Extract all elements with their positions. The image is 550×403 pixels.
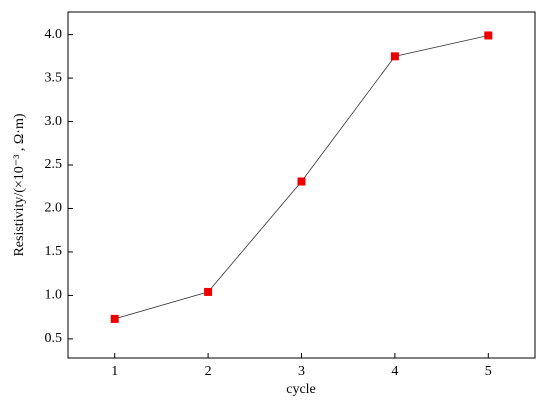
y-tick-label: 1.5 <box>45 244 63 259</box>
data-point <box>204 287 213 296</box>
data-point <box>390 52 399 61</box>
x-tick-label: 2 <box>205 364 212 379</box>
y-tick-label: 0.5 <box>45 331 63 346</box>
x-tick-label: 5 <box>485 364 492 379</box>
x-tick-label: 4 <box>391 364 398 379</box>
y-tick-label: 3.5 <box>45 70 63 85</box>
y-tick-label: 4.0 <box>45 27 63 42</box>
y-tick-label: 1.0 <box>45 288 63 303</box>
y-tick-label: 3.0 <box>45 114 63 129</box>
x-tick-label: 1 <box>111 364 118 379</box>
y-axis-label: Resistivity/(×10⁻³ , Ω·m) <box>12 113 27 256</box>
data-point <box>484 31 493 40</box>
y-tick-label: 2.5 <box>45 157 63 172</box>
y-tick-label: 2.0 <box>45 201 63 216</box>
data-point <box>110 314 119 323</box>
data-point <box>297 177 306 186</box>
series-line <box>114 35 489 320</box>
x-axis-label: cycle <box>286 382 316 397</box>
x-tick-label: 3 <box>298 364 305 379</box>
